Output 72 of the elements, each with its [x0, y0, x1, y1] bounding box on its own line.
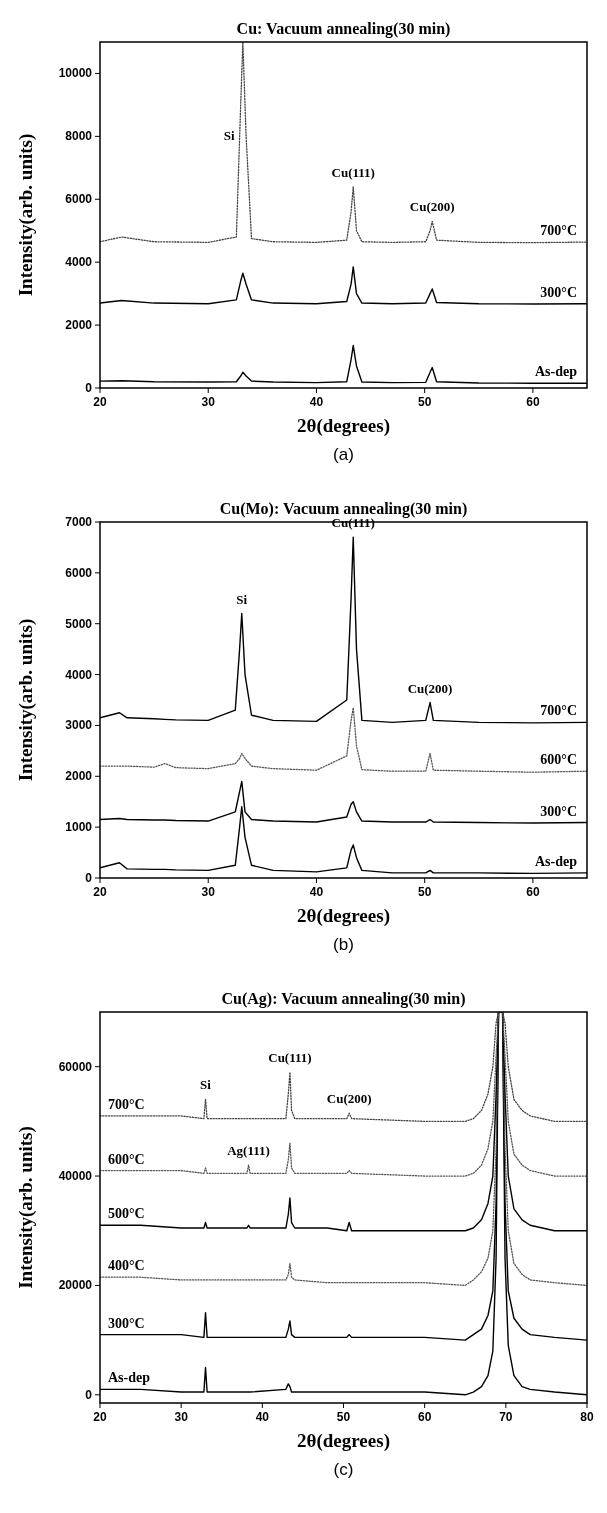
line-series — [100, 706, 587, 773]
y-tick-label: 6000 — [65, 565, 93, 580]
chart-title: Cu(Mo): Vacuum annealing(30 min) — [219, 500, 468, 518]
y-tick-label: 20000 — [58, 1278, 93, 1293]
x-tick-label: 70 — [499, 1410, 513, 1424]
series-label: 600°C — [540, 752, 577, 768]
x-tick-label: 50 — [417, 885, 432, 899]
y-axis-title: Intensity(arb. units) — [15, 1126, 37, 1289]
y-tick-label: 2000 — [65, 318, 93, 333]
y-tick-label: 3000 — [65, 718, 93, 733]
y-tick-label: 0 — [85, 871, 93, 885]
y-tick-label: 2000 — [65, 769, 93, 784]
y-tick-label: 0 — [85, 1387, 93, 1402]
x-tick-label: 20 — [93, 395, 107, 409]
x-tick-label: 30 — [201, 395, 216, 409]
x-tick-label: 30 — [174, 1410, 189, 1424]
annotation: Cu(200) — [326, 1091, 372, 1107]
x-tick-label: 40 — [309, 395, 324, 409]
x-tick-label: 60 — [526, 395, 540, 409]
y-axis-title: Intensity(arb. units) — [15, 133, 37, 297]
y-tick-label: 4000 — [65, 667, 93, 682]
series-label: 300°C — [540, 284, 577, 300]
annotation: Cu(200) — [407, 680, 453, 696]
series-label: 400°C — [108, 1258, 145, 1274]
series-label: 500°C — [108, 1206, 145, 1222]
line-series — [100, 1012, 587, 1123]
y-tick-label: 60000 — [58, 1059, 93, 1074]
series-label: 300°C — [108, 1315, 145, 1331]
annotation: Cu(111) — [268, 1050, 312, 1066]
x-axis-title: 2θ(degrees) — [297, 1430, 390, 1452]
chart-title: Cu(Ag): Vacuum annealing(30 min) — [221, 990, 466, 1008]
series-label: As-dep — [534, 364, 578, 380]
x-axis-title: 2θ(degrees) — [297, 905, 390, 927]
text: (c) — [333, 1460, 354, 1479]
annotation: Cu(111) — [331, 164, 375, 180]
y-tick-label: 10000 — [58, 66, 93, 81]
x-tick-label: 30 — [201, 885, 216, 899]
chart-title: Cu: Vacuum annealing(30 min) — [236, 20, 451, 38]
x-tick-label: 20 — [93, 1410, 107, 1424]
line-series — [100, 42, 587, 244]
y-axis-title: Intensity(arb. units) — [15, 618, 37, 782]
y-tick-label: 40000 — [58, 1169, 93, 1184]
y-tick-label: 5000 — [65, 616, 93, 631]
text: (a) — [333, 445, 354, 464]
x-tick-label: 20 — [93, 885, 107, 899]
series-label: 700°C — [108, 1096, 145, 1112]
y-tick-label: 1000 — [65, 820, 93, 835]
annotation: Si — [223, 128, 235, 144]
x-tick-label: 50 — [417, 395, 432, 409]
y-tick-label: 0 — [85, 381, 93, 395]
series-label: 300°C — [540, 803, 577, 819]
series-label: 600°C — [108, 1151, 145, 1167]
x-axis-title: 2θ(degrees) — [297, 415, 390, 437]
series-label: As-dep — [108, 1370, 151, 1386]
x-tick-label: 40 — [309, 885, 324, 899]
annotation: Si — [200, 1077, 212, 1093]
x-tick-label: 60 — [417, 1410, 432, 1424]
x-tick-label: 80 — [580, 1410, 594, 1424]
series-label: 700°C — [540, 223, 577, 239]
y-tick-label: 7000 — [65, 515, 93, 529]
annotation: Si — [236, 591, 248, 607]
series-label: As-dep — [534, 853, 578, 869]
y-tick-label: 6000 — [65, 192, 93, 207]
series-label: 700°C — [540, 703, 577, 719]
x-tick-label: 50 — [336, 1410, 351, 1424]
y-tick-label: 8000 — [65, 129, 93, 144]
x-tick-label: 40 — [255, 1410, 270, 1424]
y-tick-label: 4000 — [65, 255, 93, 270]
x-tick-label: 60 — [526, 885, 540, 899]
annotation: Ag(111) — [227, 1143, 270, 1159]
text: (b) — [333, 935, 354, 954]
annotation: Cu(200) — [409, 199, 455, 215]
